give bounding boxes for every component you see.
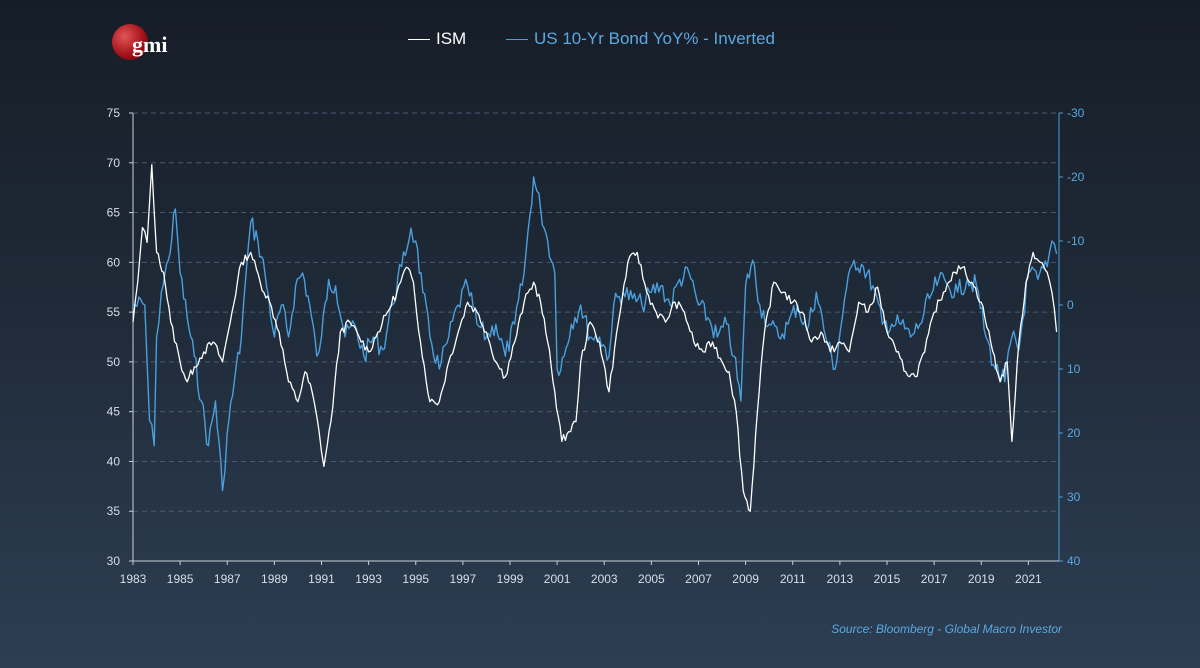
series-line-bond: [132, 176, 1058, 492]
x-tick-label: 2015: [874, 572, 901, 586]
x-tick-label: 1987: [214, 572, 241, 586]
y-left-tick-label: 50: [107, 355, 121, 369]
x-tick-label: 1999: [497, 572, 524, 586]
x-tick-label: 2013: [827, 572, 854, 586]
x-tick-label: 2017: [921, 572, 948, 586]
x-tick-label: 2005: [638, 572, 665, 586]
y-right-tick-label: 0: [1067, 298, 1074, 312]
chart-legend: ISM US 10-Yr Bond YoY% - Inverted: [0, 29, 1200, 53]
y-left-tick-label: 55: [107, 305, 121, 319]
y-right-tick-label: 40: [1067, 554, 1081, 568]
legend-item-bond: US 10-Yr Bond YoY% - Inverted: [506, 29, 775, 49]
y-left-tick-label: 65: [107, 206, 121, 220]
series-line-ism: [132, 164, 1058, 512]
x-tick-label: 2001: [544, 572, 571, 586]
x-tick-label: 1993: [355, 572, 382, 586]
y-right-tick-label: 20: [1067, 426, 1081, 440]
legend-swatch-ism: [408, 38, 430, 41]
y-left-tick-label: 75: [107, 106, 121, 120]
x-tick-label: 2003: [591, 572, 618, 586]
x-tick-label: 2021: [1015, 572, 1042, 586]
x-tick-label: 1991: [308, 572, 335, 586]
x-tick-label: 2019: [968, 572, 995, 586]
gmi-logo: gmi: [112, 22, 192, 66]
x-tick-label: 1997: [450, 572, 477, 586]
x-tick-label: 2007: [685, 572, 712, 586]
y-left-tick-label: 40: [107, 454, 121, 468]
x-tick-label: 2011: [780, 572, 806, 586]
legend-swatch-bond: [506, 38, 528, 41]
x-tick-label: 1985: [167, 572, 194, 586]
y-left-tick-label: 60: [107, 255, 121, 269]
y-right-tick-label: -30: [1067, 106, 1085, 120]
x-tick-label: 1995: [402, 572, 429, 586]
y-left-tick-label: 70: [107, 156, 121, 170]
y-right-tick-label: 10: [1067, 362, 1081, 376]
legend-item-ism: ISM: [408, 29, 466, 49]
y-right-tick-label: -10: [1067, 234, 1085, 248]
source-note: Source: Bloomberg - Global Macro Investo…: [831, 622, 1062, 636]
x-tick-label: 1983: [120, 572, 147, 586]
y-right-tick-label: 30: [1067, 490, 1081, 504]
x-tick-label: 1989: [261, 572, 288, 586]
y-left-tick-label: 45: [107, 405, 121, 419]
x-tick-label: 2009: [732, 572, 759, 586]
y-right-tick-label: -20: [1067, 170, 1085, 184]
logo-text: gmi: [132, 32, 168, 57]
legend-label-bond: US 10-Yr Bond YoY% - Inverted: [534, 29, 775, 48]
globe-icon: [112, 24, 148, 60]
y-left-tick-label: 30: [107, 554, 121, 568]
legend-label-ism: ISM: [436, 29, 467, 48]
y-left-tick-label: 35: [107, 504, 121, 518]
